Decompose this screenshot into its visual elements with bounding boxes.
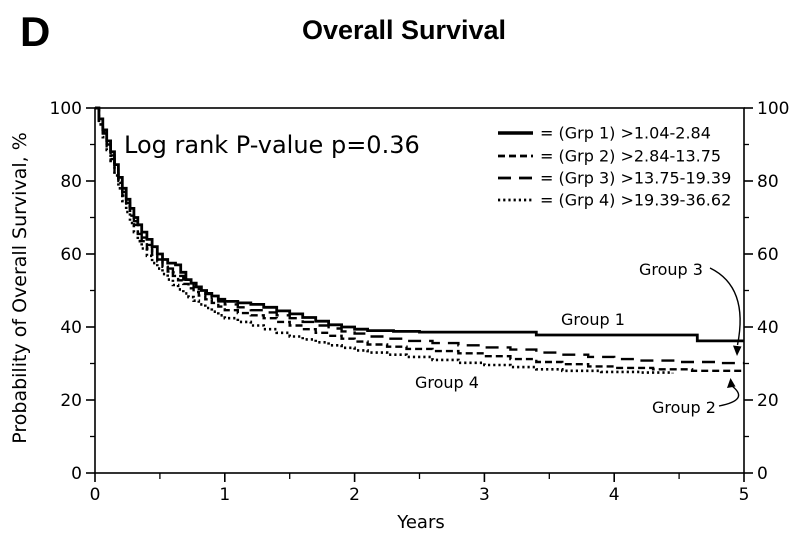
legend-label-1: = (Grp 1) >1.04-2.84 <box>540 124 711 143</box>
pvalue-annotation: Log rank P-value p=0.36 <box>124 131 420 159</box>
y-tick-label-left: 60 <box>60 245 82 265</box>
group4-annotation: Group 4 <box>415 373 479 392</box>
legend-label-4: = (Grp 4) >19.39-36.62 <box>540 191 731 210</box>
y-tick-label-right: 20 <box>757 391 779 411</box>
x-tick-label: 0 <box>90 485 101 505</box>
y-tick-label-right: 100 <box>757 99 789 119</box>
survival-curves <box>95 106 746 374</box>
x-tick-label: 1 <box>219 485 230 505</box>
curve-group-1 <box>95 106 744 343</box>
x-tick-label: 3 <box>479 485 490 505</box>
y-tick-label-right: 0 <box>757 464 768 484</box>
y-tick-label-left: 100 <box>50 99 82 119</box>
x-tick-label: 4 <box>609 485 620 505</box>
y-tick-label-right: 60 <box>757 245 779 265</box>
group2-annotation: Group 2 <box>652 398 716 417</box>
chart-title: Overall Survival <box>302 15 506 45</box>
panel-label: D <box>20 8 50 55</box>
group3-annotation: Group 3 <box>639 260 703 279</box>
y-tick-label-left: 0 <box>71 464 82 484</box>
y-axis-label: Probability of Overall Survival, % <box>9 132 31 444</box>
legend: = (Grp 1) >1.04-2.84 = (Grp 2) >2.84-13.7… <box>498 124 731 210</box>
group3-arrow <box>709 267 742 356</box>
y-tick-label-right: 80 <box>757 172 779 192</box>
y-tick-label-left: 20 <box>60 391 82 411</box>
group2-arrow <box>718 378 740 407</box>
x-tick-label: 2 <box>349 485 360 505</box>
legend-label-2: = (Grp 2) >2.84-13.75 <box>540 147 721 166</box>
y-tick-label-left: 80 <box>60 172 82 192</box>
y-tick-label-left: 40 <box>60 318 82 338</box>
y-tick-label-right: 40 <box>757 318 779 338</box>
x-tick-label: 5 <box>739 485 750 505</box>
legend-label-3: = (Grp 3) >13.75-19.39 <box>540 169 731 188</box>
group1-annotation: Group 1 <box>561 310 625 329</box>
x-axis-label: Years <box>396 512 445 533</box>
curve-group-4 <box>95 106 674 374</box>
